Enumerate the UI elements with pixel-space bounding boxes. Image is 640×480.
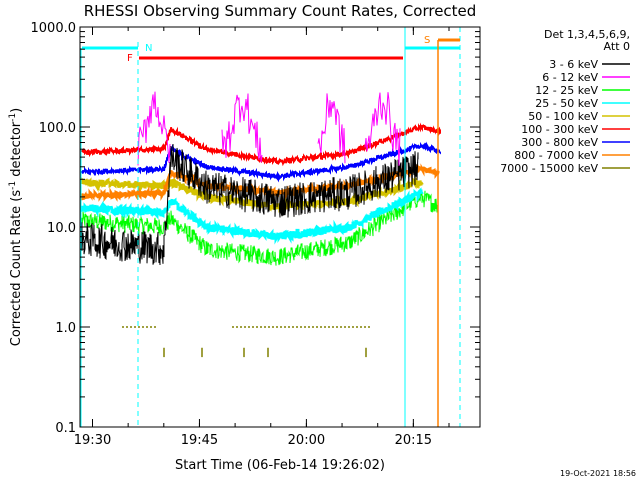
series-25-50-kev [80, 187, 424, 245]
chart-title: RHESSI Observing Summary Count Rates, Co… [84, 2, 477, 20]
series-6-12-kev-part-2 [317, 93, 346, 164]
x-tick-label-0: 19:30 [74, 433, 111, 448]
legend-label-7: 800 - 7000 keV [514, 149, 598, 162]
legend-header-line-1: Det 1,3,4,5,6,9, [544, 28, 630, 41]
legend-label-5: 100 - 300 keV [521, 123, 598, 136]
x-axis-label: Start Time (06-Feb-14 19:26:02) [175, 458, 385, 473]
series-6-12-kev-part-1 [221, 93, 263, 163]
series-12-25-kev [81, 189, 439, 266]
timestamp: 19-Oct-2021 18:56 [560, 469, 636, 478]
legend-label-2: 12 - 25 keV [535, 84, 598, 97]
y-tick-label-3: 1.0 [55, 321, 76, 336]
axes-layer: 19:30 19:45 20:00 20:15 1000.0 100.0 10.0 1.0 0.… [31, 21, 480, 448]
night-label: N [145, 43, 152, 54]
y-tick-label-4: 0.1 [55, 421, 76, 436]
y-tick-label-2: 10.0 [47, 221, 76, 236]
x-tick-label-2: 20:00 [288, 433, 325, 448]
data-layer: N F S [80, 27, 461, 427]
series-3-6-kev [81, 143, 419, 266]
legend-label-8: 7000 - 15000 keV [500, 162, 598, 175]
y-tick-label-0: 1000.0 [31, 21, 77, 36]
series-300-800-kev [81, 141, 441, 183]
legend-label-3: 25 - 50 keV [535, 97, 598, 110]
legend-label-4: 50 - 100 keV [528, 110, 598, 123]
saa-label: S [424, 35, 430, 46]
y-axis-label: Corrected Count Rate (s-1 detector-1) [8, 108, 24, 346]
legend-header-line-2: Att 0 [604, 40, 630, 53]
y-tick-label-1: 100.0 [39, 121, 76, 136]
flare-label: F [127, 53, 133, 64]
series-6-12-kev-part-3 [364, 92, 401, 166]
legend-label-0: 3 - 6 keV [549, 58, 598, 71]
legend-label-6: 300 - 800 keV [521, 136, 598, 149]
x-tick-label-3: 20:15 [395, 433, 432, 448]
series-6-12-kev-part-0 [137, 91, 171, 166]
legend-label-1: 6 - 12 keV [542, 71, 598, 84]
x-tick-label-1: 19:45 [181, 433, 218, 448]
